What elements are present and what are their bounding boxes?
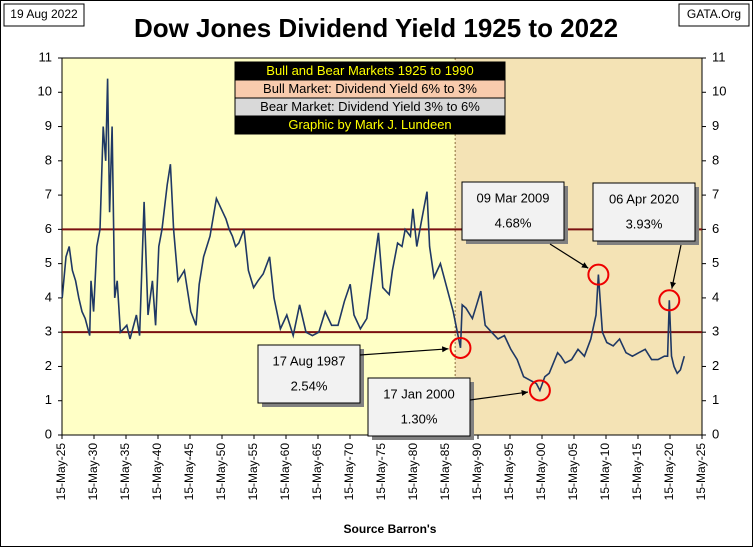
x-tick-label: 15-May-50: [214, 443, 228, 501]
legend-text: Graphic by Mark J. Lundeen: [288, 117, 451, 132]
annotation-value: 2.54%: [291, 378, 328, 393]
annotation-value: 1.30%: [401, 411, 438, 426]
annotation-date: 17 Jan 2000: [383, 386, 455, 401]
annotation-value: 3.93%: [626, 216, 663, 231]
arrow-head: [670, 281, 677, 289]
y2-tick-label: 10: [712, 84, 726, 99]
date-note: 19 Aug 2022: [10, 7, 78, 21]
x-tick-label: 15-May-85: [438, 443, 452, 501]
y2-tick-label: 5: [712, 255, 719, 270]
arrow-head: [581, 262, 589, 269]
x-tick-label: 15-May-75: [374, 443, 388, 501]
y-tick-label: 4: [45, 289, 52, 304]
x-tick-label: 15-May-65: [310, 443, 324, 501]
annotation-box: [461, 181, 565, 241]
x-tick-label: 15-May-95: [502, 443, 516, 501]
y-tick-label: 11: [39, 49, 53, 64]
chart-title: Dow Jones Dividend Yield 1925 to 2022: [134, 13, 618, 43]
x-tick-label: 15-May-20: [662, 443, 676, 501]
x-tick-label: 15-May-45: [182, 443, 196, 501]
y-tick-label: 0: [45, 426, 52, 441]
x-tick-label: 15-May-15: [630, 443, 644, 501]
annotation-circle: [449, 336, 472, 359]
y-tick-label: 2: [45, 358, 52, 373]
y2-tick-label: 2: [712, 358, 719, 373]
y-tick-label: 10: [38, 84, 52, 99]
annotation-date: 17 Aug 1987: [272, 353, 345, 368]
data-line: [61, 78, 686, 393]
y2-tick-label: 1: [712, 392, 719, 407]
y-tick-label: 7: [45, 187, 52, 202]
x-axis-label: Source Barron's: [344, 522, 437, 536]
annotation-box: [592, 182, 696, 242]
x-tick-label: 15-May-25: [54, 443, 68, 501]
annotation-arrow: [549, 243, 589, 269]
y2-tick-label: 3: [712, 324, 719, 339]
x-tick-label: 15-May-05: [566, 443, 580, 501]
y-tick-label: 8: [45, 152, 52, 167]
arrow-head: [441, 346, 449, 353]
x-tick-label: 15-May-60: [278, 443, 292, 501]
y-tick-label: 5: [45, 255, 52, 270]
x-tick-label: 15-May-25: [694, 443, 708, 501]
annotation-box: [257, 344, 361, 404]
date-box: [3, 3, 85, 27]
source-box: [678, 3, 750, 27]
x-tick-label: 15-May-90: [470, 443, 484, 501]
x-tick-label: 15-May-40: [150, 443, 164, 501]
annotation-circle: [528, 379, 551, 402]
source-note: GATA.Org: [687, 7, 741, 21]
y2-tick-label: 6: [712, 221, 719, 236]
annotation-date: 09 Mar 2009: [477, 190, 550, 205]
y2-tick-label: 4: [712, 289, 719, 304]
y2-tick-label: 9: [712, 118, 719, 133]
annotation-date: 06 Apr 2020: [609, 191, 679, 206]
y-tick-label: 1: [45, 392, 52, 407]
legend-text: Bull Market: Dividend Yield 6% to 3%: [263, 81, 477, 96]
y2-tick-label: 7: [712, 187, 719, 202]
x-tick-label: 15-May-10: [598, 443, 612, 501]
annotation-arrow: [359, 348, 449, 356]
annotation-circle: [658, 289, 681, 312]
x-tick-label: 15-May-80: [406, 443, 420, 501]
y-tick-label: 6: [45, 221, 52, 236]
x-tick-label: 15-May-30: [86, 443, 100, 501]
y2-tick-label: 8: [712, 152, 719, 167]
legend-text: Bull and Bear Markets 1925 to 1990: [266, 63, 473, 78]
arrow-head: [521, 389, 528, 396]
x-tick-label: 15-May-00: [534, 443, 548, 501]
y2-tick-label: 11: [712, 49, 726, 64]
y-tick-label: 3: [45, 324, 52, 339]
annotation-arrow: [671, 244, 682, 289]
x-tick-label: 15-May-70: [342, 443, 356, 501]
annotation-circle: [587, 263, 610, 286]
annotation-arrow: [469, 391, 529, 401]
x-tick-label: 15-May-55: [246, 443, 260, 501]
annotation-value: 4.68%: [495, 215, 532, 230]
x-tick-label: 15-May-35: [118, 443, 132, 501]
legend-row: [234, 115, 506, 135]
legend-text: Bear Market: Dividend Yield 3% to 6%: [260, 99, 480, 114]
annotation-box: [367, 377, 471, 437]
y-tick-label: 9: [45, 118, 52, 133]
y2-tick-label: 0: [712, 426, 719, 441]
